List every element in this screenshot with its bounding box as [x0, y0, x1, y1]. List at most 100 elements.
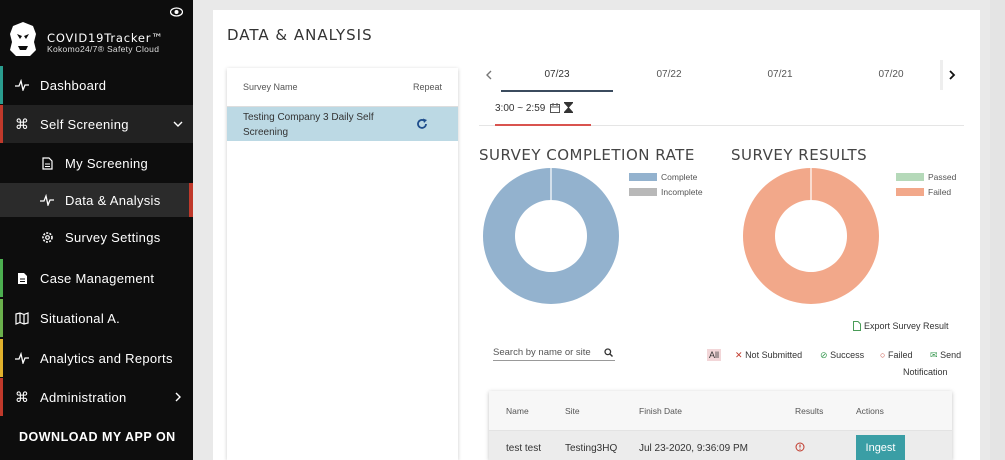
accent-bar [0, 378, 3, 416]
check-circle-icon: ⊘ [820, 350, 828, 360]
tab-date-0723[interactable]: 07/23 [501, 60, 613, 92]
date-tabs: 07/23 07/22 07/21 07/20 [479, 60, 964, 92]
brand: COVID19Tracker™ Kokomo24/7® Safety Cloud [0, 0, 193, 66]
logo-icon [10, 22, 36, 56]
pulse-icon [14, 77, 30, 93]
completion-donut-chart [482, 168, 619, 304]
column-header-repeat: Repeat [413, 82, 443, 92]
sidebar-item-label: Dashboard [40, 77, 107, 93]
time-slot-row: 3:00 ~ 2:59 [479, 94, 964, 126]
survey-list: Survey Name Repeat Testing Company 3 Dai… [227, 68, 458, 460]
sidebar-item-label: Survey Settings [65, 229, 161, 245]
chevron-left-icon[interactable] [484, 68, 494, 82]
donut-slice-failed [742, 168, 879, 304]
repeat-icon [417, 118, 427, 129]
search-input[interactable] [493, 345, 598, 360]
chevron-down-icon [173, 121, 183, 127]
sidebar-item-situational[interactable]: Situational A. [0, 299, 193, 337]
chevron-right-icon[interactable] [947, 68, 957, 82]
legend-label: Failed [928, 187, 952, 197]
command-icon: ⌘ [14, 115, 30, 132]
sidebar-item-administration[interactable]: ⌘ Administration [0, 378, 193, 416]
sidebar-item-analytics[interactable]: Analytics and Reports [0, 339, 193, 377]
filter-label: Success [830, 350, 865, 360]
filter-all[interactable]: All [707, 349, 722, 361]
survey-row[interactable]: Testing Company 3 Daily Self Screening [227, 107, 458, 141]
map-icon [14, 310, 30, 326]
brand-subtitle: Kokomo24/7® Safety Cloud [47, 44, 160, 54]
sidebar-item-my-screening[interactable]: My Screening [0, 146, 193, 180]
alert-circle-icon: ○ [880, 350, 886, 360]
filter-notification-label[interactable]: Notification [903, 367, 948, 377]
calendar-icon [550, 103, 560, 113]
filter-failed[interactable]: ○ Failed [880, 350, 912, 360]
column-header-name: Name [506, 406, 529, 416]
sidebar-item-label: Situational A. [40, 310, 121, 326]
scrollbar[interactable] [990, 0, 1005, 460]
filter-success[interactable]: ⊘ Success [820, 350, 864, 361]
download-app-label[interactable]: DOWNLOAD MY APP ON [19, 430, 176, 444]
accent-bar [0, 105, 3, 143]
donut-slice-complete [482, 168, 619, 304]
table-header: Name Site Finish Date Results Actions [489, 391, 952, 431]
accent-bar [0, 66, 3, 104]
sidebar-item-label: Analytics and Reports [40, 350, 173, 366]
results-donut-chart [742, 168, 879, 304]
accent-bar [0, 339, 3, 377]
accent-bar [189, 183, 193, 217]
filter-label: Not Submitted [745, 350, 803, 360]
sidebar-item-label: My Screening [65, 155, 149, 171]
results-table: Name Site Finish Date Results Actions te… [489, 391, 952, 460]
cell-site: Testing3HQ [565, 443, 618, 454]
legend-label: Passed [928, 172, 957, 182]
hourglass-icon [564, 102, 573, 113]
mail-icon: ✉ [930, 350, 938, 360]
sidebar-item-survey-settings[interactable]: Survey Settings [0, 220, 193, 254]
pulse-icon [14, 350, 30, 366]
export-label: Export Survey Result [864, 321, 949, 331]
file-icon [39, 155, 55, 171]
document-icon [853, 321, 861, 331]
search-icon[interactable] [604, 348, 613, 357]
sidebar-item-label: Case Management [40, 270, 155, 286]
legend-swatch [896, 173, 924, 181]
accent-bar [0, 259, 3, 297]
filter-not-submitted[interactable]: ✕ Not Submitted [735, 350, 802, 361]
page-title: DATA & ANALYSIS [227, 26, 373, 44]
tab-date-0721[interactable]: 07/21 [767, 69, 793, 80]
tab-date-0720[interactable]: 07/20 [878, 69, 904, 80]
sidebar-item-case-management[interactable]: Case Management [0, 259, 193, 297]
eye-icon[interactable] [170, 7, 183, 17]
table-row[interactable]: test test Testing3HQ Jul 23-2020, 9:36:0… [489, 431, 952, 460]
column-header-results: Results [795, 406, 824, 416]
cell-finish-date: Jul 23-2020, 9:36:09 PM [639, 443, 748, 454]
sidebar-item-dashboard[interactable]: Dashboard [0, 66, 193, 104]
column-header-site: Site [565, 406, 580, 416]
command-icon: ⌘ [14, 388, 30, 405]
sidebar-item-label: Data & Analysis [65, 192, 161, 208]
time-slot-tab[interactable]: 3:00 ~ 2:59 [495, 94, 591, 126]
filter-send-notification[interactable]: ✉ Send [930, 350, 961, 361]
filter-label: Send [940, 350, 962, 360]
sidebar-item-data-analysis[interactable]: Data & Analysis [0, 183, 193, 217]
x-icon: ✕ [735, 350, 743, 360]
failed-status-icon [795, 442, 805, 452]
tab-date-0722[interactable]: 07/22 [656, 69, 682, 80]
pulse-icon [39, 192, 55, 208]
ingest-button[interactable]: Ingest [856, 435, 905, 460]
legend-label: Incomplete [661, 187, 703, 197]
sidebar-item-label: Administration [40, 389, 127, 405]
accent-bar [0, 299, 3, 337]
legend-swatch [629, 188, 657, 196]
cell-name: test test [506, 443, 542, 454]
completion-rate-title: SURVEY COMPLETION RATE [479, 146, 695, 164]
sidebar-item-self-screening[interactable]: ⌘ Self Screening [0, 105, 193, 143]
sidebar-item-label: Self Screening [40, 116, 129, 132]
file-icon [14, 270, 30, 286]
filter-label: Failed [887, 350, 913, 360]
time-slot-label: 3:00 ~ 2:59 [495, 103, 546, 114]
chevron-right-icon [175, 392, 181, 402]
survey-list-header: Survey Name Repeat [227, 68, 458, 107]
sidebar: COVID19Tracker™ Kokomo24/7® Safety Cloud… [0, 0, 193, 460]
column-header-actions: Actions [856, 406, 884, 416]
